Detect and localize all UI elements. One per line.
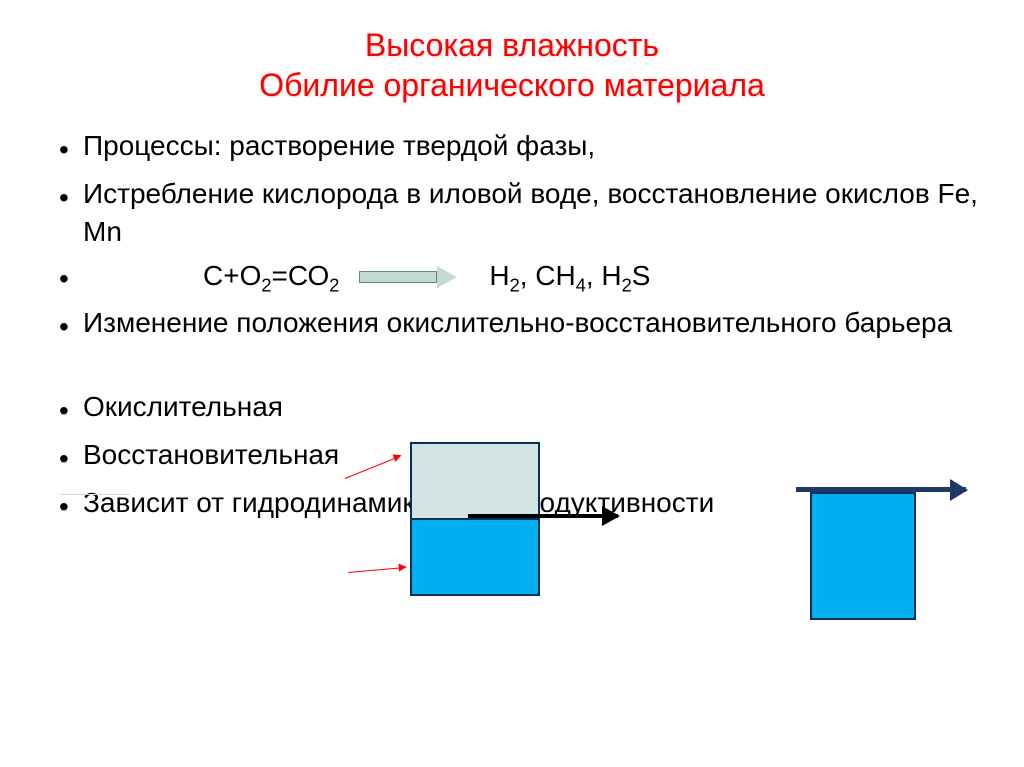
- box-oxidative-zone: [410, 442, 540, 520]
- bullet-dot-icon: •: [55, 388, 83, 430]
- bullet-dot-icon: •: [55, 127, 83, 169]
- bullet-5a-text: Окислительная: [83, 388, 989, 426]
- formula-left: С+О2=СО2: [83, 257, 339, 298]
- bullet-dot-icon: •: [55, 175, 83, 217]
- block-arrow-icon: [359, 266, 459, 288]
- bullet-1: • Процессы: растворение твердой фазы,: [55, 127, 989, 169]
- bullet-2-text: Истребление кислорода в иловой воде, вос…: [83, 175, 989, 251]
- title-line-1: Высокая влажность: [365, 27, 659, 63]
- bullet-4-text: Изменение положения окислительно-восстан…: [83, 304, 989, 342]
- formula-right: Н2, СН4, Н2S: [489, 257, 650, 298]
- title-line-2: Обилие органического материала: [259, 67, 765, 103]
- bullet-dot-icon: •: [55, 436, 83, 478]
- bullet-dot-icon: •: [55, 256, 83, 298]
- bullet-dot-icon: •: [55, 484, 83, 526]
- diagram-right: [810, 492, 916, 620]
- faint-line: [60, 494, 130, 495]
- bullet-5a: • Окислительная: [55, 388, 989, 430]
- bullet-3-formula: • С+О2=СО2 Н2, СН4, Н2S: [55, 256, 989, 298]
- slide-title: Высокая влажность Обилие органического м…: [35, 25, 989, 105]
- bullet-4: • Изменение положения окислительно-восст…: [55, 304, 989, 346]
- bullet-1-text: Процессы: растворение твердой фазы,: [83, 127, 989, 165]
- black-arrow-icon: [468, 514, 618, 518]
- box-reductive-deep: [810, 492, 916, 620]
- red-arrow-reductive: [348, 567, 406, 573]
- diagram-left: [410, 442, 540, 596]
- box-reductive-zone: [410, 520, 540, 596]
- bullet-2: • Истребление кислорода в иловой воде, в…: [55, 175, 989, 251]
- formula-content: С+О2=СО2 Н2, СН4, Н2S: [83, 257, 989, 298]
- slide-container: Высокая влажность Обилие органического м…: [0, 0, 1024, 767]
- bullet-dot-icon: •: [55, 304, 83, 346]
- navy-arrow-icon: [796, 487, 966, 492]
